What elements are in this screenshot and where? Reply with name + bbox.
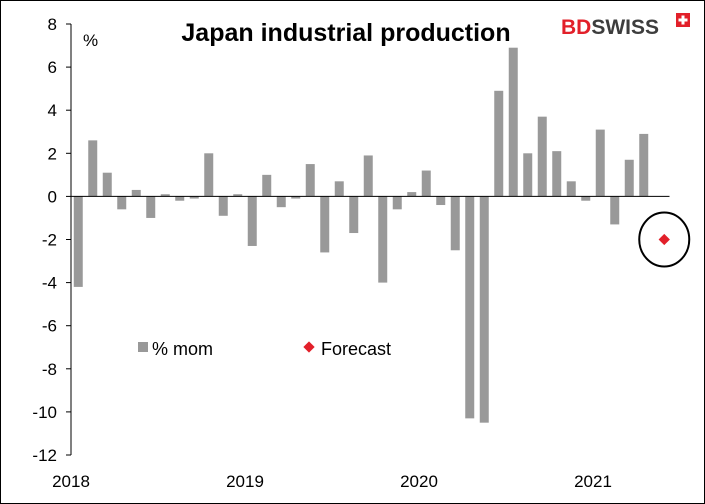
x-tick-label: 2021 — [574, 472, 612, 491]
y-tick-label: 2 — [48, 144, 57, 163]
bar — [88, 140, 98, 197]
x-tick-label: 2019 — [226, 472, 264, 491]
bar — [102, 172, 112, 197]
bar — [392, 196, 402, 210]
legend-label-forecast: Forecast — [321, 339, 391, 359]
chart-title: Japan industrial production — [181, 19, 510, 47]
y-axis-label: % — [83, 31, 98, 50]
forecast-highlight-circle — [638, 211, 691, 268]
bar — [378, 196, 388, 283]
bar — [465, 196, 475, 419]
bar — [494, 90, 504, 197]
bar — [160, 194, 170, 197]
brand-logo-part1: BD — [561, 16, 591, 39]
bar — [262, 174, 272, 197]
bar — [436, 196, 446, 206]
bar — [537, 116, 547, 197]
bar — [189, 196, 199, 199]
x-labels: 2018 2019 2020 2021 — [52, 472, 612, 491]
legend-label-mom: % mom — [152, 339, 213, 359]
bar — [175, 196, 185, 201]
y-tick-label: -6 — [42, 317, 57, 336]
y-ticks: 8 6 4 2 0 -2 -4 -6 -8 -10 -12 — [32, 15, 71, 465]
y-tick-label: -2 — [42, 231, 57, 250]
y-tick-label: 0 — [48, 187, 57, 206]
legend-swatch-forecast — [303, 341, 315, 353]
brand-logo-bd: BDSWISS — [561, 16, 659, 39]
bar — [508, 47, 518, 197]
bar — [581, 196, 591, 201]
bar — [73, 196, 83, 287]
bars — [73, 47, 649, 423]
bar — [595, 129, 605, 197]
forecast-point — [658, 233, 670, 246]
bar — [566, 181, 576, 197]
y-tick-label: -8 — [42, 360, 57, 379]
bar — [291, 196, 301, 199]
bar — [247, 196, 257, 246]
bar — [146, 196, 156, 218]
bar — [450, 196, 460, 251]
swiss-cross-horizontal — [678, 18, 688, 22]
bar — [610, 196, 620, 225]
bar — [233, 194, 243, 197]
legend-swatch-mom — [138, 342, 148, 352]
bar — [117, 196, 127, 210]
brand-logo: BDSWISS — [561, 13, 690, 39]
bar — [305, 164, 315, 197]
y-tick-label: -12 — [32, 446, 57, 465]
bar — [552, 151, 562, 197]
y-tick-label: -10 — [32, 403, 57, 422]
bar — [523, 153, 533, 197]
y-tick-label: 8 — [48, 15, 57, 34]
bar — [363, 155, 373, 197]
bar — [131, 189, 141, 197]
bar — [407, 192, 417, 197]
bar — [349, 196, 359, 234]
bar — [479, 196, 489, 423]
bar — [639, 133, 649, 197]
bar — [276, 196, 286, 208]
x-tick-label: 2020 — [400, 472, 438, 491]
legend: % mom Forecast — [138, 339, 391, 359]
bar — [624, 159, 634, 197]
bar — [334, 181, 344, 197]
bar — [421, 170, 431, 197]
x-tick-label: 2018 — [52, 472, 90, 491]
brand-logo-part2: SWISS — [591, 16, 659, 39]
bar — [218, 196, 228, 216]
bar — [320, 196, 330, 253]
bar — [204, 153, 214, 197]
forecast-layer — [638, 211, 691, 268]
y-tick-label: 6 — [48, 58, 57, 77]
y-tick-label: 4 — [48, 101, 57, 120]
y-tick-label: -4 — [42, 274, 57, 293]
